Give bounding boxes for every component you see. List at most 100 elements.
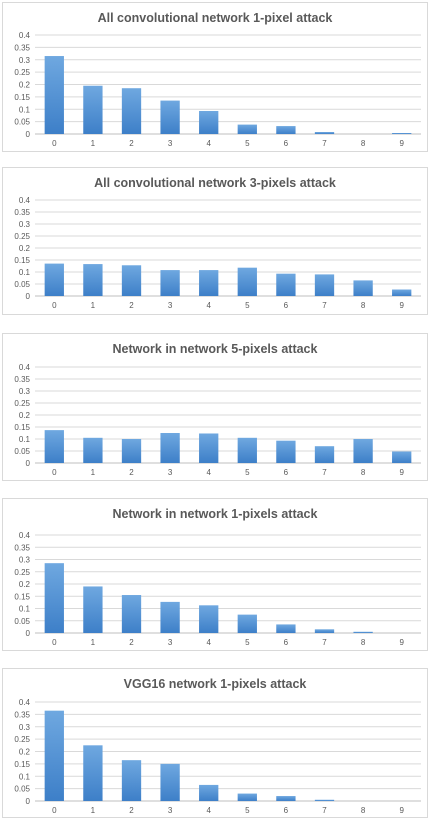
- bar: [83, 264, 103, 296]
- x-tick-label: 7: [322, 638, 327, 647]
- x-tick-label: 9: [399, 139, 404, 148]
- y-tick-label: 0.05: [14, 447, 30, 456]
- y-tick-label: 0.4: [19, 531, 31, 540]
- x-tick-label: 8: [361, 806, 366, 815]
- y-tick-label: 0.35: [14, 208, 30, 217]
- x-tick-label: 2: [129, 139, 134, 148]
- x-tick-label: 3: [168, 806, 173, 815]
- y-tick-label: 0.4: [19, 698, 31, 707]
- y-tick-label: 0.3: [19, 387, 31, 396]
- bar: [160, 270, 180, 296]
- x-tick-label: 0: [52, 806, 57, 815]
- y-tick-label: 0.25: [14, 68, 30, 77]
- bar: [83, 586, 103, 633]
- bar: [237, 437, 257, 463]
- x-tick-label: 1: [91, 468, 96, 477]
- bar: [314, 446, 335, 463]
- x-tick-label: 0: [52, 139, 57, 148]
- y-tick-label: 0.15: [14, 760, 30, 769]
- y-tick-label: 0.3: [19, 220, 31, 229]
- x-tick-label: 3: [168, 301, 173, 310]
- x-tick-label: 7: [322, 139, 327, 148]
- x-tick-label: 5: [245, 638, 250, 647]
- bar: [199, 433, 219, 463]
- x-tick-label: 4: [206, 139, 211, 148]
- x-tick-label: 2: [129, 301, 134, 310]
- y-tick-label: 0.25: [14, 735, 30, 744]
- x-tick-label: 6: [284, 468, 289, 477]
- y-tick-label: 0.15: [14, 592, 30, 601]
- chart-title: Network in network 1-pixels attack: [113, 507, 318, 521]
- bar: [353, 439, 373, 463]
- y-tick-label: 0.25: [14, 568, 30, 577]
- x-tick-label: 5: [245, 139, 250, 148]
- x-tick-label: 6: [284, 139, 289, 148]
- chart-panel-5: VGG16 network 1-pixels attack 0 0.05 0.1 0.1…: [2, 668, 428, 818]
- bar: [44, 263, 64, 296]
- bar: [160, 433, 180, 463]
- bar: [276, 273, 296, 296]
- y-tick-label: 0.05: [14, 617, 30, 626]
- y-tick-label: 0.05: [14, 280, 30, 289]
- bar-chart-svg: Network in network 1-pixels attack 0 0.05 0…: [14, 507, 421, 647]
- bar: [44, 56, 64, 134]
- y-tick-label: 0.35: [14, 43, 30, 52]
- y-tick-label: 0.15: [14, 93, 30, 102]
- x-tick-label: 1: [91, 638, 96, 647]
- x-tick-label: 6: [284, 806, 289, 815]
- x-tick-label: 6: [284, 301, 289, 310]
- y-tick-label: 0: [26, 292, 31, 301]
- bar: [83, 85, 103, 134]
- chart-title: VGG16 network 1-pixels attack: [124, 677, 307, 691]
- y-tick-label: 0.15: [14, 423, 30, 432]
- x-tick-label: 3: [168, 638, 173, 647]
- x-tick-label: 8: [361, 638, 366, 647]
- bar: [276, 796, 296, 801]
- x-tick-label: 3: [168, 468, 173, 477]
- chart-panel-2: All convolutional network 3-pixels attac…: [2, 167, 428, 315]
- x-tick-label: 2: [129, 806, 134, 815]
- y-tick-label: 0.4: [19, 363, 31, 372]
- bar: [237, 614, 257, 633]
- bar-chart-svg: All convolutional network 3-pixels attac…: [14, 176, 421, 310]
- bar: [44, 430, 64, 463]
- x-tick-label: 5: [245, 806, 250, 815]
- y-tick-label: 0.05: [14, 118, 30, 127]
- y-tick-label: 0.1: [19, 772, 31, 781]
- x-tick-label: 4: [206, 301, 211, 310]
- bar: [160, 100, 180, 134]
- bar: [83, 745, 103, 801]
- bar-chart-svg: VGG16 network 1-pixels attack 0 0.05 0.1 0.1…: [14, 677, 421, 815]
- bar: [314, 799, 335, 801]
- y-tick-label: 0.35: [14, 710, 30, 719]
- x-tick-label: 2: [129, 638, 134, 647]
- x-tick-label: 6: [284, 638, 289, 647]
- x-tick-label: 0: [52, 301, 57, 310]
- x-tick-label: 4: [206, 468, 211, 477]
- x-tick-label: 5: [245, 301, 250, 310]
- bar: [44, 563, 64, 633]
- x-tick-label: 7: [322, 806, 327, 815]
- bar: [237, 267, 257, 296]
- bar: [237, 124, 257, 134]
- x-tick-label: 8: [361, 301, 366, 310]
- x-tick-label: 1: [91, 806, 96, 815]
- bar: [121, 265, 142, 296]
- bar-chart-svg: All convolutional network 1-pixel attack…: [14, 11, 421, 148]
- bar: [392, 451, 412, 463]
- bar: [121, 88, 142, 134]
- y-tick-label: 0.2: [19, 748, 31, 757]
- x-tick-label: 4: [206, 638, 211, 647]
- y-tick-label: 0.15: [14, 256, 30, 265]
- x-tick-label: 1: [91, 139, 96, 148]
- y-tick-label: 0.1: [19, 105, 31, 114]
- x-tick-label: 7: [322, 468, 327, 477]
- y-tick-label: 0: [26, 459, 31, 468]
- y-tick-label: 0.35: [14, 375, 30, 384]
- y-tick-label: 0.2: [19, 244, 31, 253]
- x-tick-label: 1: [91, 301, 96, 310]
- bar: [276, 126, 296, 134]
- chart-panel-1: All convolutional network 1-pixel attack…: [2, 2, 428, 152]
- bar: [160, 601, 180, 633]
- bar: [199, 605, 219, 633]
